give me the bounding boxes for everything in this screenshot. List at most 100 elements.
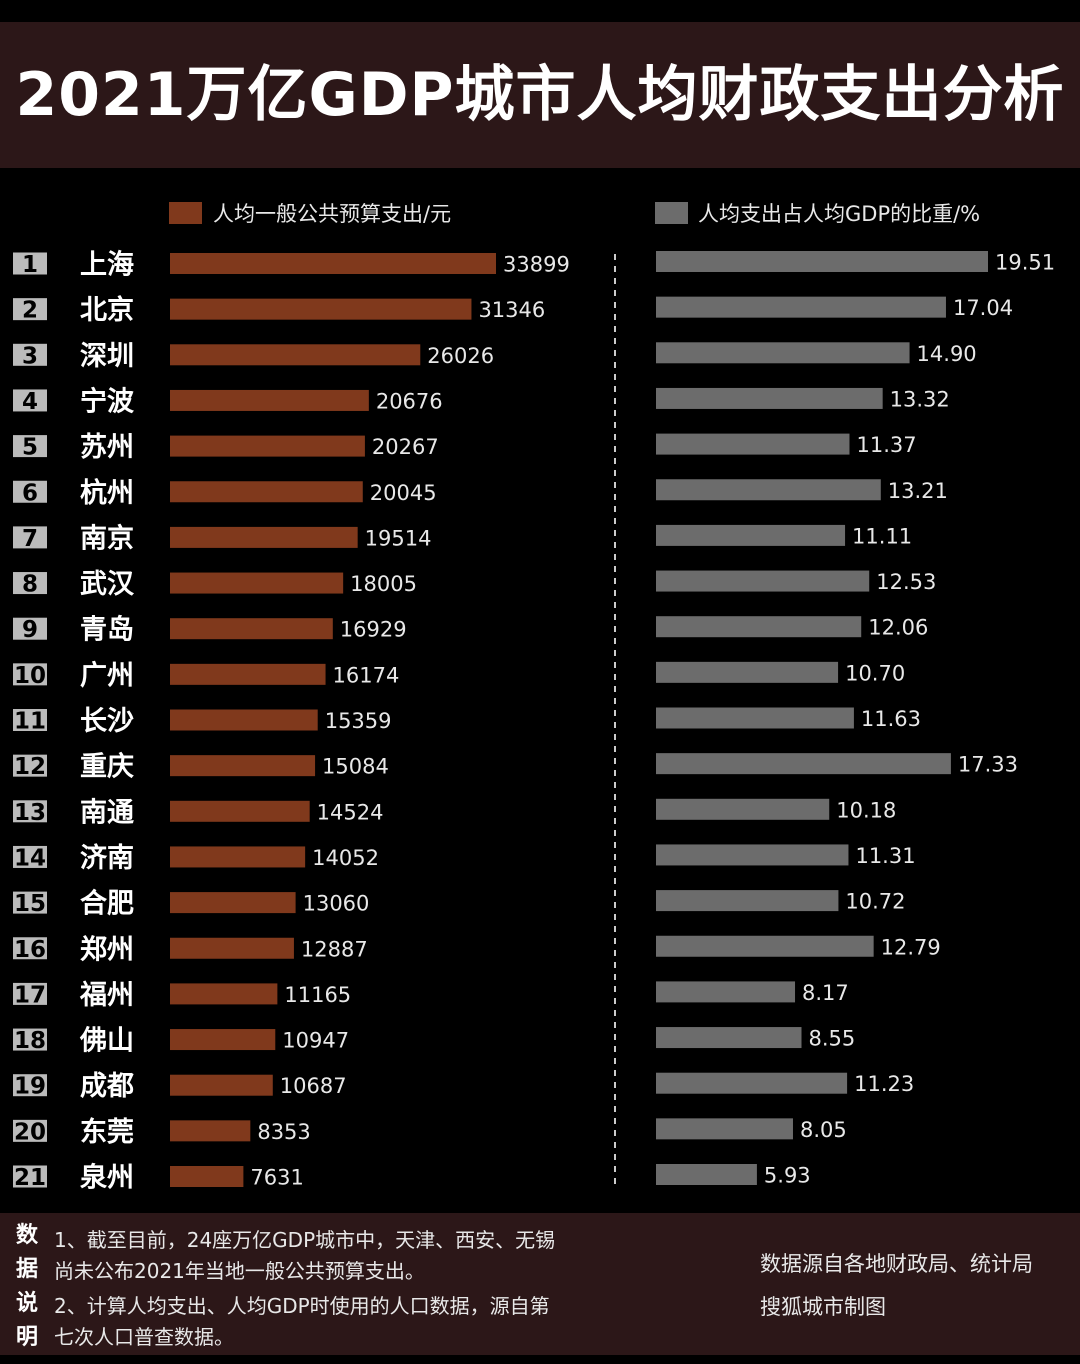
city-label: 福州 xyxy=(79,980,134,1011)
city-label: 北京 xyxy=(80,294,134,326)
data-label: 20267 xyxy=(372,435,439,459)
rank-number: 17 xyxy=(14,982,46,1008)
data-label: 33899 xyxy=(503,253,570,277)
rank-box xyxy=(13,845,47,868)
data-label: 11165 xyxy=(284,983,351,1007)
rank-number: 14 xyxy=(14,845,46,871)
city-label: 重庆 xyxy=(80,751,134,783)
note-line: 七次人口普查数据。 xyxy=(54,1325,234,1349)
rank-box xyxy=(13,709,47,731)
data-label: 5.93 xyxy=(764,1164,811,1188)
data-label: 16174 xyxy=(333,663,400,687)
bar-ratio xyxy=(656,616,862,638)
rank-number: 13 xyxy=(14,800,46,826)
city-label: 上海 xyxy=(80,250,134,281)
data-label: 15084 xyxy=(322,755,389,779)
data-label: 10.18 xyxy=(836,798,896,822)
bar-ratio xyxy=(656,890,839,912)
data-label: 19.51 xyxy=(995,251,1055,275)
bar-spending xyxy=(170,435,365,457)
rank-number: 9 xyxy=(22,617,38,643)
rank-number: 8 xyxy=(22,572,38,598)
rank-number: 20 xyxy=(14,1119,46,1145)
data-label: 12.06 xyxy=(868,616,928,640)
bar-ratio xyxy=(656,342,910,364)
legend-label: 人均一般公共预算支出/元 xyxy=(213,202,451,226)
data-label: 13.21 xyxy=(888,479,948,503)
source-credit: 数据源自各地财政局、统计局 xyxy=(760,1252,1033,1276)
city-label: 南京 xyxy=(80,522,134,554)
legend-label: 人均支出占人均GDP的比重/% xyxy=(698,202,980,226)
rank-number: 15 xyxy=(14,891,46,917)
bar-spending xyxy=(170,526,358,548)
rank-box xyxy=(13,526,47,549)
city-label: 成都 xyxy=(80,1071,134,1102)
bar-ratio xyxy=(656,844,849,866)
bar-spending xyxy=(170,937,294,959)
city-label: 苏州 xyxy=(80,432,134,463)
rank-box xyxy=(13,754,47,777)
bar-spending xyxy=(170,846,306,868)
data-label: 13060 xyxy=(303,892,370,916)
data-label: 19514 xyxy=(365,526,432,550)
rank-box xyxy=(13,1074,47,1097)
data-label: 8353 xyxy=(257,1120,310,1144)
city-label: 广州 xyxy=(80,660,134,691)
data-label: 11.63 xyxy=(861,707,921,731)
bar-ratio xyxy=(656,479,881,501)
page-title: 2021万亿GDP城市人均财政支出分析 xyxy=(15,60,1065,130)
bar-spending xyxy=(170,1029,276,1051)
data-label: 14052 xyxy=(312,846,379,870)
legend-swatch xyxy=(169,202,202,224)
rank-box xyxy=(13,617,47,640)
notes-label-char: 数 xyxy=(15,1223,38,1248)
data-label: 15359 xyxy=(325,709,392,733)
rank-box xyxy=(13,343,47,366)
rank-box xyxy=(13,252,47,275)
data-label: 11.37 xyxy=(856,433,916,457)
data-label: 13.32 xyxy=(890,387,950,411)
rank-box xyxy=(13,298,47,321)
rank-box xyxy=(13,480,47,503)
bar-ratio xyxy=(656,935,874,957)
rank-box xyxy=(13,1119,47,1142)
bar-spending xyxy=(170,663,326,685)
data-label: 16929 xyxy=(340,618,407,642)
rank-number: 11 xyxy=(14,709,46,735)
rank-box xyxy=(13,891,47,914)
rank-number: 10 xyxy=(14,663,46,689)
rank-number: 1 xyxy=(22,252,38,278)
rank-box xyxy=(13,800,47,823)
bar-ratio xyxy=(656,981,796,1003)
bar-ratio xyxy=(656,1118,793,1140)
bar-chart: 人均一般公共预算支出/元 人均支出占人均GDP的比重/% 1 上海 33899 19.51… xyxy=(13,202,1055,1194)
bar-spending xyxy=(170,709,318,731)
rank-number: 6 xyxy=(22,480,38,506)
data-label: 17.33 xyxy=(958,753,1018,777)
bar-spending xyxy=(170,389,369,411)
bar-spending xyxy=(170,572,344,594)
bar-spending xyxy=(170,253,496,274)
data-label: 11.23 xyxy=(854,1072,914,1096)
data-label: 17.04 xyxy=(953,296,1013,320)
bar-ratio xyxy=(656,707,854,729)
data-label: 7631 xyxy=(250,1166,303,1190)
rank-box xyxy=(13,389,47,412)
bar-spending xyxy=(170,618,333,640)
data-label: 8.05 xyxy=(800,1118,847,1142)
data-label: 12.79 xyxy=(881,935,941,959)
rank-number: 21 xyxy=(14,1165,46,1191)
rank-number: 5 xyxy=(22,435,38,461)
bar-spending xyxy=(170,800,310,822)
city-label: 杭州 xyxy=(80,477,134,509)
rank-box xyxy=(13,663,47,686)
rank-box xyxy=(13,982,47,1005)
bar-spending xyxy=(170,892,296,914)
data-label: 31346 xyxy=(478,298,545,322)
city-label: 佛山 xyxy=(79,1026,134,1057)
bar-spending xyxy=(170,755,316,777)
city-label: 南通 xyxy=(80,797,134,828)
data-label: 18005 xyxy=(350,572,417,596)
bar-ratio xyxy=(656,296,946,318)
bar-ratio xyxy=(656,1164,757,1185)
